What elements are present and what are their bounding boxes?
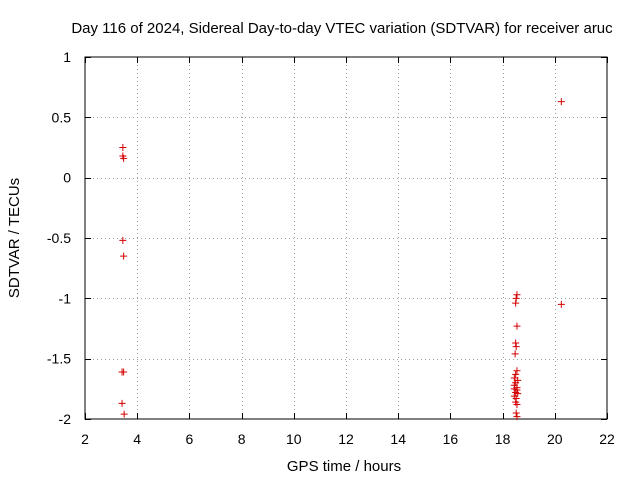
x-axis-label: GPS time / hours xyxy=(287,458,401,475)
data-point xyxy=(513,291,521,299)
x-tick-label: 12 xyxy=(338,431,354,447)
data-point xyxy=(512,370,520,378)
y-axis-label: SDTVAR / TECUs xyxy=(6,178,23,298)
data-point xyxy=(512,343,520,351)
data-point xyxy=(120,154,128,162)
data-point xyxy=(119,236,127,244)
data-point xyxy=(120,368,128,376)
y-tick-label: -1.5 xyxy=(47,351,71,367)
data-point xyxy=(557,300,565,308)
data-point xyxy=(513,401,521,409)
y-tick-label: 0.5 xyxy=(52,109,72,125)
x-tick-label: 22 xyxy=(599,431,615,447)
x-tick-label: 10 xyxy=(286,431,302,447)
data-point xyxy=(118,399,126,407)
x-tick-label: 2 xyxy=(81,431,89,447)
data-point xyxy=(511,350,519,358)
data-point xyxy=(512,299,520,307)
y-tick-label: 0 xyxy=(63,170,71,186)
data-point xyxy=(120,410,128,418)
x-tick-label: 16 xyxy=(443,431,459,447)
data-point xyxy=(513,413,521,421)
data-point xyxy=(119,144,127,151)
data-point xyxy=(513,367,521,375)
x-tick-label: 6 xyxy=(186,431,194,447)
x-tick-label: 4 xyxy=(133,431,141,447)
x-tick-label: 14 xyxy=(390,431,406,447)
y-tick-label: 1 xyxy=(63,49,71,65)
chart-title: Day 116 of 2024, Sidereal Day-to-day VTE… xyxy=(71,20,613,37)
data-points xyxy=(118,98,565,421)
x-tick-label: 8 xyxy=(238,431,246,447)
y-tick-label: -0.5 xyxy=(47,230,71,246)
data-point xyxy=(512,294,520,302)
data-point xyxy=(557,98,565,106)
data-point xyxy=(512,394,520,402)
y-tick-label: -2 xyxy=(59,411,72,427)
data-point xyxy=(512,409,520,417)
data-point xyxy=(512,339,520,347)
x-tick-labels: 2 4 6 8 10 12 14 16 18 20 22 xyxy=(81,431,615,447)
x-tick-label: 18 xyxy=(495,431,511,447)
grid-lines xyxy=(85,57,607,419)
y-tick-labels: 1 0.5 0 -0.5 -1 -1.5 -2 xyxy=(47,49,71,427)
x-tick-label: 20 xyxy=(547,431,563,447)
axis-ticks xyxy=(85,57,608,420)
data-point xyxy=(120,252,128,260)
data-point xyxy=(513,322,521,330)
y-tick-label: -1 xyxy=(59,290,72,306)
